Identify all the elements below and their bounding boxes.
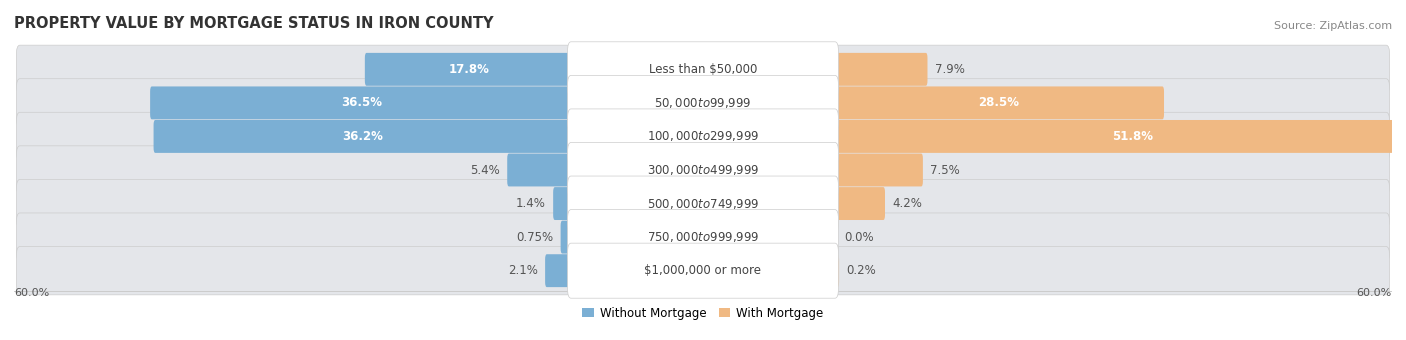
Text: 60.0%: 60.0% [1357,288,1392,298]
FancyBboxPatch shape [17,45,1389,94]
FancyBboxPatch shape [17,213,1389,261]
FancyBboxPatch shape [553,187,572,220]
Text: 7.5%: 7.5% [931,164,960,176]
FancyBboxPatch shape [508,154,572,186]
Text: Source: ZipAtlas.com: Source: ZipAtlas.com [1274,21,1392,31]
FancyBboxPatch shape [568,243,838,298]
Text: 51.8%: 51.8% [1112,130,1153,143]
Legend: Without Mortgage, With Mortgage: Without Mortgage, With Mortgage [578,302,828,324]
Text: 60.0%: 60.0% [14,288,49,298]
FancyBboxPatch shape [834,254,839,287]
FancyBboxPatch shape [568,176,838,231]
FancyBboxPatch shape [568,109,838,164]
FancyBboxPatch shape [834,154,922,186]
FancyBboxPatch shape [17,246,1389,295]
Text: Less than $50,000: Less than $50,000 [648,63,758,76]
Text: 2.1%: 2.1% [508,264,537,277]
FancyBboxPatch shape [17,79,1389,127]
Text: 36.2%: 36.2% [343,130,384,143]
FancyBboxPatch shape [17,146,1389,194]
Text: 0.2%: 0.2% [846,264,876,277]
Text: 0.75%: 0.75% [516,231,553,244]
Text: 0.0%: 0.0% [844,231,875,244]
FancyBboxPatch shape [17,180,1389,228]
FancyBboxPatch shape [546,254,572,287]
Text: $50,000 to $99,999: $50,000 to $99,999 [654,96,752,110]
FancyBboxPatch shape [568,209,838,265]
Text: PROPERTY VALUE BY MORTGAGE STATUS IN IRON COUNTY: PROPERTY VALUE BY MORTGAGE STATUS IN IRO… [14,16,494,31]
Text: 4.2%: 4.2% [893,197,922,210]
Text: $500,000 to $749,999: $500,000 to $749,999 [647,197,759,210]
Text: 5.4%: 5.4% [470,164,499,176]
Text: $1,000,000 or more: $1,000,000 or more [644,264,762,277]
Text: 28.5%: 28.5% [979,96,1019,109]
FancyBboxPatch shape [834,120,1406,153]
FancyBboxPatch shape [150,86,572,119]
Text: 1.4%: 1.4% [516,197,546,210]
Text: 17.8%: 17.8% [449,63,489,76]
Text: 36.5%: 36.5% [340,96,382,109]
FancyBboxPatch shape [17,112,1389,160]
FancyBboxPatch shape [568,75,838,131]
FancyBboxPatch shape [364,53,572,86]
Text: $750,000 to $999,999: $750,000 to $999,999 [647,230,759,244]
Text: $300,000 to $499,999: $300,000 to $499,999 [647,163,759,177]
FancyBboxPatch shape [568,142,838,198]
FancyBboxPatch shape [561,221,572,254]
FancyBboxPatch shape [834,86,1164,119]
Text: $100,000 to $299,999: $100,000 to $299,999 [647,130,759,143]
FancyBboxPatch shape [153,120,572,153]
FancyBboxPatch shape [834,53,928,86]
FancyBboxPatch shape [834,187,884,220]
Text: 7.9%: 7.9% [935,63,965,76]
FancyBboxPatch shape [568,42,838,97]
